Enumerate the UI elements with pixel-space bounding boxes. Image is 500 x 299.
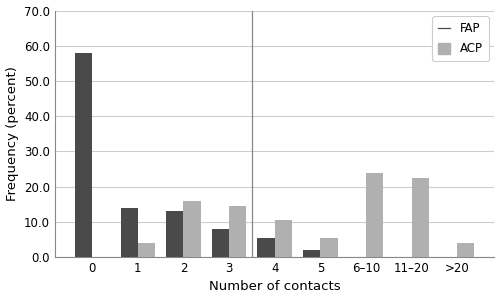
Legend: FAP, ACP: FAP, ACP: [432, 16, 488, 61]
Bar: [75, 53, 92, 257]
Bar: [320, 238, 338, 257]
X-axis label: Number of contacts: Number of contacts: [209, 280, 340, 293]
Bar: [138, 243, 155, 257]
Bar: [166, 211, 184, 257]
Bar: [212, 229, 229, 257]
Bar: [184, 201, 201, 257]
Bar: [120, 208, 138, 257]
Bar: [258, 238, 274, 257]
Bar: [229, 206, 246, 257]
Y-axis label: Frequency (percent): Frequency (percent): [6, 66, 18, 201]
Bar: [457, 243, 474, 257]
Bar: [303, 250, 320, 257]
Bar: [366, 173, 384, 257]
Bar: [412, 178, 429, 257]
Bar: [274, 220, 292, 257]
